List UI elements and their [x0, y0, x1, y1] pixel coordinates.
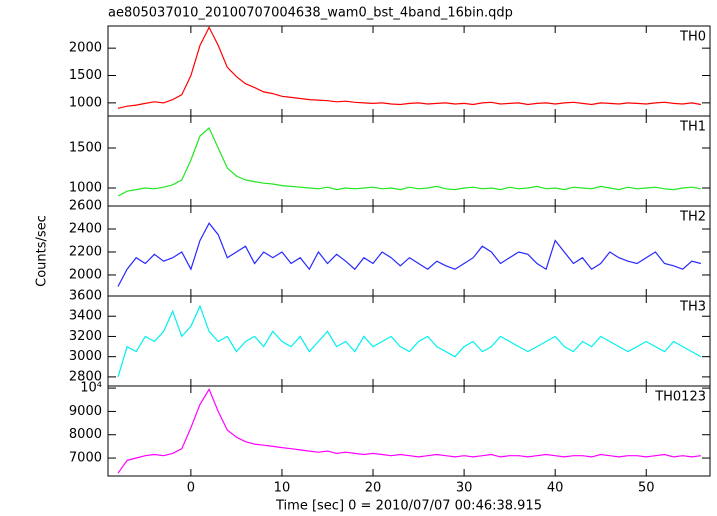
y-tick-label: 2000 — [69, 41, 102, 56]
x-tick-label: 40 — [547, 481, 564, 496]
panel-label: TH3 — [679, 300, 706, 315]
y-tick-label: 9000 — [69, 404, 102, 419]
y-tick-label: 2400 — [69, 221, 102, 236]
x-axis-label: Time [sec] 0 = 2010/07/07 00:46:38.915 — [275, 499, 542, 514]
light-curve — [117, 304, 702, 378]
y-tick-label: 2800 — [69, 369, 102, 384]
panel-label: TH1 — [679, 120, 706, 135]
y-tick-label: 7000 — [69, 451, 102, 466]
y-tick-label: 2600 — [69, 199, 102, 214]
y-tick-label: 10⁴ — [80, 381, 102, 396]
y-tick-label: 2000 — [69, 267, 102, 282]
light-curve — [117, 387, 701, 474]
y-tick-label: 1000 — [69, 95, 102, 110]
y-tick-label: 3400 — [69, 309, 102, 324]
y-tick-label: 3200 — [69, 329, 102, 344]
panel-frame — [107, 25, 711, 117]
panel-frame — [107, 205, 711, 297]
y-tick-label: 1500 — [69, 141, 102, 156]
y-axis-label: Counts/sec — [35, 215, 50, 287]
panel-frame — [107, 115, 711, 207]
panel-label: TH0 — [679, 30, 706, 45]
panel-label: TH2 — [679, 210, 706, 225]
y-tick-label: 2200 — [69, 244, 102, 259]
y-tick-label: 1500 — [69, 68, 102, 83]
panel-frame — [107, 385, 711, 477]
light-curve — [117, 222, 702, 287]
panel-label: TH0123 — [654, 390, 706, 405]
x-tick-label: 50 — [638, 481, 655, 496]
x-tick-label: 20 — [365, 481, 382, 496]
chart-title: ae805037010_20100707004638_wam0_bst_4ban… — [108, 6, 513, 21]
y-tick-label: 8000 — [69, 427, 102, 442]
y-tick-label: 3000 — [69, 349, 102, 364]
light-curve — [117, 26, 702, 109]
y-tick-label: 1000 — [69, 181, 102, 196]
y-tick-label: 3600 — [69, 289, 102, 304]
x-tick-label: 30 — [456, 481, 473, 496]
x-tick-label: 10 — [274, 481, 291, 496]
light-curve — [117, 127, 702, 197]
x-tick-label: 0 — [187, 481, 195, 496]
